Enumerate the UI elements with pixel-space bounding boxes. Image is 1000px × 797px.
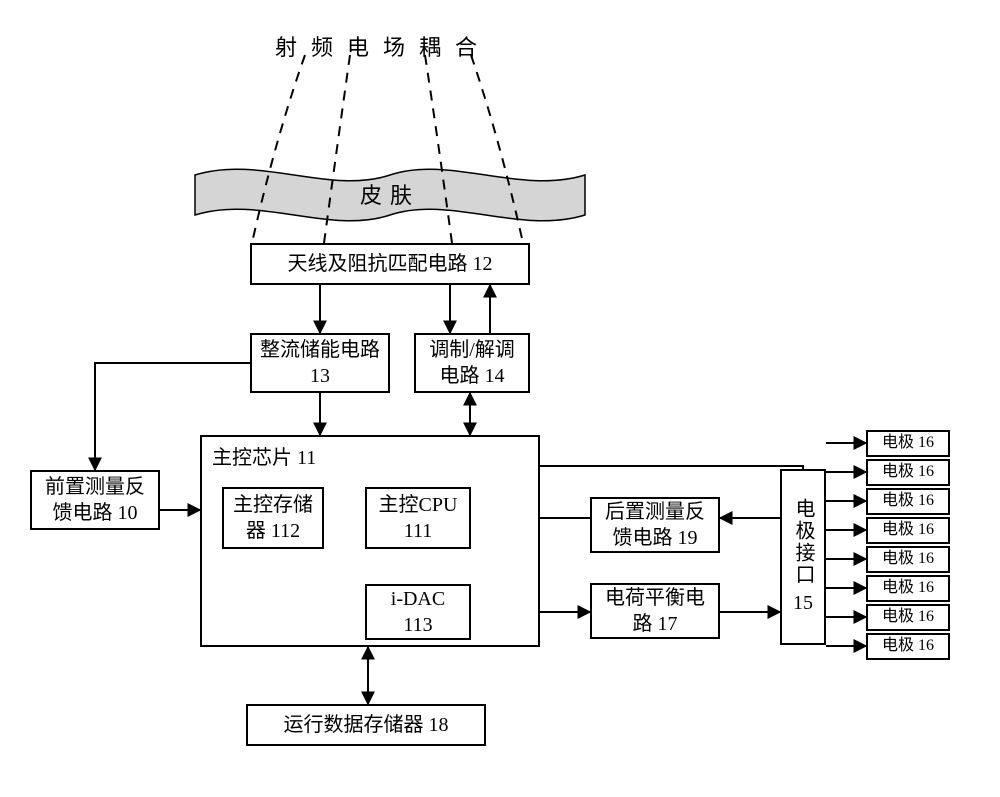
main-cpu-box: 主控CPU 111 bbox=[365, 487, 471, 549]
main-chip-text: 主控芯片 11 bbox=[212, 445, 316, 471]
electrode-text: 电极 16 bbox=[882, 520, 934, 541]
electrode-interface-box: 电极接口 15 bbox=[780, 469, 826, 645]
electrode-box: 电极 16 bbox=[866, 575, 950, 602]
idac-text: i-DAC 113 bbox=[391, 586, 445, 638]
electrode-text: 电极 16 bbox=[882, 607, 934, 628]
post-feedback-box: 后置测量反 馈电路 19 bbox=[590, 497, 720, 553]
modem-text: 调制/解调 电路 14 bbox=[429, 337, 515, 389]
electrode-text: 电极 16 bbox=[882, 549, 934, 570]
run-mem-text: 运行数据存储器 18 bbox=[284, 712, 449, 738]
electrode-text: 电极 16 bbox=[882, 491, 934, 512]
electrode-text: 电极 16 bbox=[882, 462, 934, 483]
charge-balance-box: 电荷平衡电 路 17 bbox=[590, 583, 720, 639]
electrode-box: 电极 16 bbox=[866, 633, 950, 660]
electrode-box: 电极 16 bbox=[866, 459, 950, 486]
electrode-box: 电极 16 bbox=[866, 604, 950, 631]
post-feedback-text: 后置测量反 馈电路 19 bbox=[605, 499, 705, 551]
main-mem-text: 主控存储 器 112 bbox=[233, 492, 313, 544]
rf-coupling-label: 射频电场耦合 bbox=[275, 30, 491, 62]
connections-svg bbox=[0, 0, 1000, 797]
electrode-text: 电极 16 bbox=[882, 433, 934, 454]
electrode-text: 电极 16 bbox=[882, 578, 934, 599]
main-mem-box: 主控存储 器 112 bbox=[222, 487, 324, 549]
idac-box: i-DAC 113 bbox=[365, 584, 471, 640]
charge-balance-text: 电荷平衡电 路 17 bbox=[605, 585, 705, 637]
electrode-box: 电极 16 bbox=[866, 430, 950, 457]
skin-label: 皮肤 bbox=[350, 178, 430, 210]
electrode-box: 电极 16 bbox=[866, 546, 950, 573]
pre-feedback-box: 前置测量反 馈电路 10 bbox=[30, 470, 160, 530]
run-mem-box: 运行数据存储器 18 bbox=[246, 704, 486, 746]
rectifier-box: 整流储能电路 13 bbox=[250, 333, 390, 393]
pre-feedback-text: 前置测量反 馈电路 10 bbox=[45, 474, 145, 526]
antenna-box: 天线及阻抗匹配电路 12 bbox=[250, 243, 530, 285]
modem-box: 调制/解调 电路 14 bbox=[414, 333, 530, 393]
electrode-interface-text: 电极接口 bbox=[790, 498, 816, 586]
electrode-box: 电极 16 bbox=[866, 517, 950, 544]
diagram-root: 射频电场耦合 皮肤 天线及阻抗匹配电路 12 整流储能电路 13 调制/解调 电… bbox=[0, 0, 1000, 797]
electrode-interface-num: 15 bbox=[793, 590, 813, 616]
antenna-text: 天线及阻抗匹配电路 12 bbox=[288, 251, 493, 277]
main-cpu-text: 主控CPU 111 bbox=[379, 492, 458, 544]
rectifier-text: 整流储能电路 13 bbox=[260, 337, 380, 389]
electrode-box: 电极 16 bbox=[866, 488, 950, 515]
electrode-text: 电极 16 bbox=[882, 636, 934, 657]
